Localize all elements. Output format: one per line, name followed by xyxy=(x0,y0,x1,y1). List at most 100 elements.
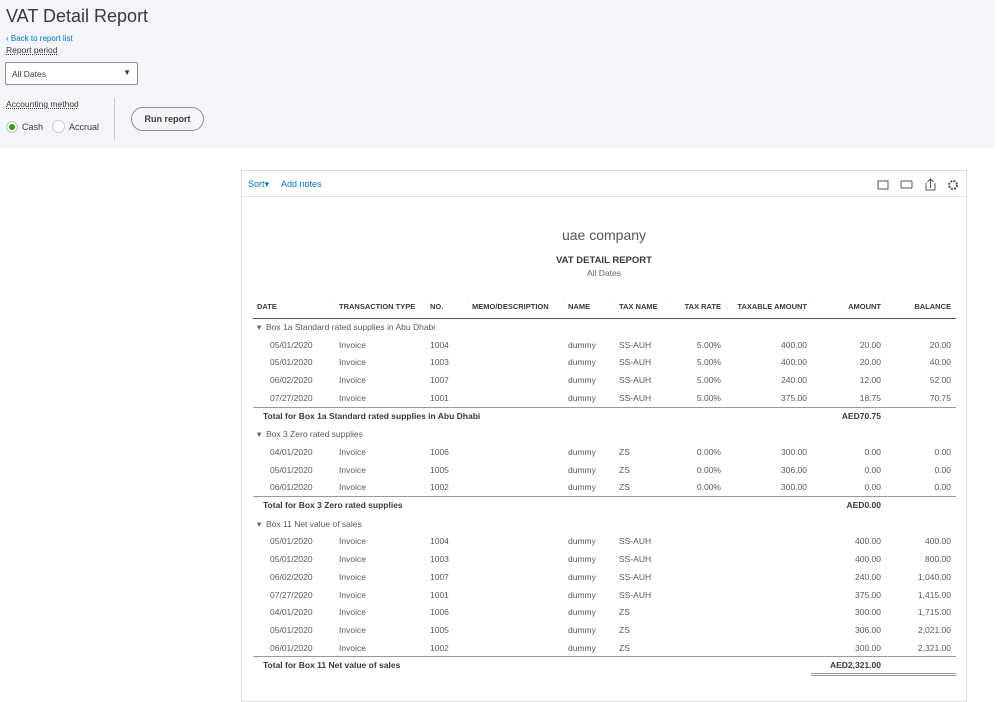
table-cell: Invoice xyxy=(339,464,366,476)
column-divider xyxy=(467,298,468,299)
table-cell: Invoice xyxy=(339,606,366,618)
table-cell: 800.00 xyxy=(831,553,951,565)
table-cell: 1001 xyxy=(430,392,449,404)
table-cell: 06/01/2020 xyxy=(270,642,313,654)
section-caret: ▾ xyxy=(257,518,261,530)
radio-cash[interactable] xyxy=(6,121,18,133)
table-cell: SS-AUH xyxy=(619,553,651,565)
report-card: Sort▾ Add notes uae company VAT DETAIL R… xyxy=(241,170,967,702)
table-cell: 1005 xyxy=(430,464,449,476)
column-divider xyxy=(563,298,564,299)
radio-label: Cash xyxy=(22,122,43,132)
table-cell: 05/01/2020 xyxy=(270,339,313,351)
total-underline xyxy=(811,675,956,676)
total-underline xyxy=(811,673,956,674)
table-cell: Invoice xyxy=(339,481,366,493)
caret: ▾ xyxy=(265,179,270,189)
table-cell: Invoice xyxy=(339,589,366,601)
column-divider xyxy=(425,298,426,299)
table-cell: dummy xyxy=(568,553,596,565)
period-label: Report period xyxy=(6,45,58,55)
section-name: Box 11 Net value of sales xyxy=(266,518,362,530)
method-label: Accounting method xyxy=(6,99,79,109)
table-cell: 1007 xyxy=(430,571,449,583)
total-rule xyxy=(253,407,956,408)
table-cell: dummy xyxy=(568,339,596,351)
table-cell: Invoice xyxy=(339,535,366,547)
back-link[interactable]: ‹ Back to report list xyxy=(6,34,73,43)
table-cell: ZS xyxy=(619,642,630,654)
sort-button[interactable]: Sort▾ xyxy=(248,179,269,190)
radio-accrual[interactable] xyxy=(52,120,65,133)
print-icon[interactable] xyxy=(901,181,912,188)
total-label: Total for Box 1a Standard rated supplies… xyxy=(263,410,480,422)
column-header: NAME xyxy=(568,301,590,313)
company-name: uae company xyxy=(242,227,966,243)
export-icon[interactable] xyxy=(926,179,935,190)
table-cell: Invoice xyxy=(339,392,366,404)
table-cell: 05/01/2020 xyxy=(270,535,313,547)
table-cell: dummy xyxy=(568,571,596,583)
table-cell: 06/01/2020 xyxy=(270,481,313,493)
period-value: All Dates xyxy=(12,69,46,79)
table-cell: dummy xyxy=(568,624,596,636)
page-title: VAT Detail Report xyxy=(6,6,148,27)
toolbar-icons xyxy=(872,177,964,193)
table-cell: 07/27/2020 xyxy=(270,589,313,601)
table-cell: 2,321.00 xyxy=(831,642,951,654)
section-name: Box 3 Zero rated supplies xyxy=(266,428,363,440)
table-cell: dummy xyxy=(568,535,596,547)
table-cell: 05/01/2020 xyxy=(270,553,313,565)
column-divider xyxy=(669,298,670,299)
column-header: DATE xyxy=(257,301,277,313)
table-cell: ZS xyxy=(619,624,630,636)
column-divider xyxy=(883,298,884,299)
table-cell: 40.00 xyxy=(831,356,951,368)
section-caret: ▾ xyxy=(257,428,261,440)
table-cell: 52.00 xyxy=(831,374,951,386)
table-cell: 0.00 xyxy=(831,481,951,493)
table-cell: dummy xyxy=(568,392,596,404)
table-cell: 1002 xyxy=(430,481,449,493)
period-select[interactable]: All Dates ▼ xyxy=(5,62,138,85)
table-cell: Invoice xyxy=(339,624,366,636)
total-label: Total for Box 11 Net value of sales xyxy=(263,659,400,671)
table-cell: 1,040.00 xyxy=(831,571,951,583)
table-cell: Invoice xyxy=(339,374,366,386)
table-cell: 70.75 xyxy=(831,392,951,404)
table-cell: 06/02/2020 xyxy=(270,571,313,583)
table-cell: 06/02/2020 xyxy=(270,374,313,386)
table-cell: 1003 xyxy=(430,356,449,368)
header-rule xyxy=(253,318,956,319)
total-value: AED70.75 xyxy=(761,410,881,422)
table-cell: 05/01/2020 xyxy=(270,356,313,368)
table-cell: Invoice xyxy=(339,571,366,583)
total-value: AED2,321.00 xyxy=(761,659,881,671)
table-cell: 0.00 xyxy=(831,464,951,476)
email-icon[interactable] xyxy=(878,181,888,189)
settings-icon[interactable] xyxy=(949,181,957,189)
report-settings-panel: VAT Detail Report ‹ Back to report list … xyxy=(0,0,995,148)
table-cell: dummy xyxy=(568,356,596,368)
back-link-text[interactable]: Back to report list xyxy=(11,34,73,43)
add-notes[interactable]: Add notes xyxy=(281,179,322,189)
column-divider xyxy=(614,298,615,299)
run-report-button[interactable]: Run report xyxy=(131,107,204,131)
section-name: Box 1a Standard rated supplies in Abu Dh… xyxy=(266,321,435,333)
table-cell: 0.00 xyxy=(831,446,951,458)
total-value: AED0.00 xyxy=(761,499,881,511)
sort-text[interactable]: Sort xyxy=(248,179,265,189)
table-cell: dummy xyxy=(568,589,596,601)
table-cell: 1001 xyxy=(430,589,449,601)
table-cell: Invoice xyxy=(339,446,366,458)
table-cell: 05/01/2020 xyxy=(270,464,313,476)
table-cell: 1,715.00 xyxy=(831,606,951,618)
column-header: NO. xyxy=(430,301,443,313)
table-cell: 1002 xyxy=(430,642,449,654)
table-cell: 1004 xyxy=(430,339,449,351)
table-cell: Invoice xyxy=(339,642,366,654)
column-divider xyxy=(334,298,335,299)
table-cell: 400.00 xyxy=(831,535,951,547)
table-cell: SS-AUH xyxy=(619,571,651,583)
